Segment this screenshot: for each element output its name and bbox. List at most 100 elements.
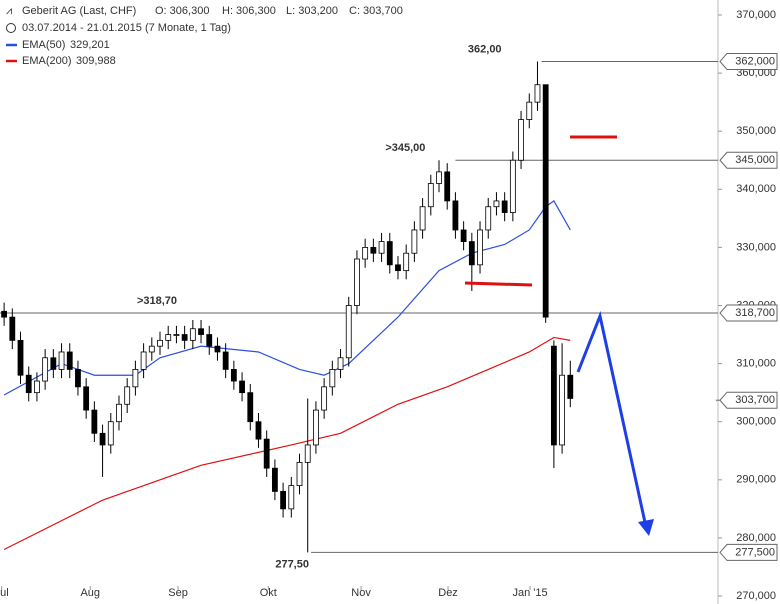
- candle-body: [239, 380, 245, 394]
- x-tick-label: Jan '15: [513, 587, 548, 599]
- candle-body: [247, 392, 254, 423]
- x-tick-label: Sep: [168, 587, 188, 599]
- candle-body: [25, 374, 32, 394]
- candle-body: [427, 183, 434, 208]
- candle-body: [181, 334, 188, 341]
- candle-body: [206, 334, 213, 347]
- candle-body: [42, 357, 49, 382]
- x-tick-label: Aug: [80, 587, 100, 599]
- level-box: [719, 52, 778, 70]
- candle-body: [230, 369, 237, 382]
- ema-line: [3, 200, 571, 396]
- level-label: 362,000: [735, 55, 775, 67]
- level-label: 318,700: [735, 307, 775, 319]
- candle-body: [559, 374, 565, 446]
- candle-body: [263, 438, 270, 469]
- candle-body: [337, 357, 344, 370]
- candle-body: [518, 119, 524, 161]
- level-note: >345,00: [385, 142, 425, 154]
- candle-body: [313, 409, 319, 446]
- candle-body: [148, 345, 155, 353]
- candle-body: [509, 159, 516, 213]
- ema-line: [3, 336, 571, 551]
- level-note: 277,50: [275, 558, 309, 570]
- legend-value: 329,201: [70, 39, 110, 51]
- candle-body: [50, 357, 57, 370]
- candle-body: [75, 369, 81, 388]
- candle-body: [132, 369, 139, 388]
- arrow-head: [638, 519, 654, 536]
- candle-body: [9, 316, 16, 341]
- candle-body: [140, 351, 147, 370]
- forecast-arrow: [576, 310, 648, 528]
- subtitle: 03.07.2014 - 21.01.2015 (7 Monate, 1 Tag…: [22, 22, 231, 34]
- candle-body: [271, 467, 278, 492]
- level-label: 345,000: [735, 154, 775, 166]
- candle-body: [116, 403, 122, 423]
- legend-name: EMA(50): [22, 39, 65, 51]
- candle-body: [1, 310, 8, 318]
- candle-body: [436, 171, 442, 184]
- candle-body: [526, 101, 533, 120]
- level-note: >318,70: [137, 295, 177, 307]
- candle-body: [280, 491, 286, 510]
- icon: ⩘: [6, 5, 12, 17]
- candle-body: [157, 339, 163, 347]
- y-tick-label: 310,000: [736, 358, 776, 370]
- candle-body: [362, 246, 369, 260]
- candle-body: [542, 84, 549, 318]
- candle-body: [534, 84, 541, 103]
- candle-body: [288, 485, 295, 510]
- candle-body: [329, 369, 336, 388]
- last-price-box: [719, 391, 778, 409]
- legend: EMA(50) 329,201 EMA(200) 309,988: [6, 39, 116, 67]
- quote-close: C: 303,700: [349, 5, 403, 17]
- candle-body: [66, 351, 73, 370]
- candle-body: [214, 345, 221, 353]
- candle-body: [485, 206, 492, 231]
- candle-body: [378, 241, 385, 254]
- y-tick-label: 330,000: [736, 241, 776, 253]
- candle-body: [99, 432, 106, 446]
- chart-title: Geberit AG (Last, CHF): [22, 5, 136, 17]
- candle-body: [304, 444, 311, 463]
- candle-body: [124, 386, 131, 405]
- quote-high: H: 306,300: [222, 5, 276, 17]
- candle-body: [58, 351, 65, 370]
- level-box: [719, 304, 778, 322]
- candle-body: [354, 258, 360, 306]
- candle-body: [345, 305, 352, 359]
- y-tick-label: 290,000: [736, 474, 776, 486]
- candle-body: [165, 334, 172, 341]
- candle-body: [567, 374, 574, 399]
- candle-body: [17, 339, 24, 376]
- candle-body: [370, 246, 377, 254]
- y-tick-label: 370,000: [736, 9, 776, 21]
- candle-body: [550, 345, 557, 446]
- candle-body: [296, 461, 303, 487]
- candle-body: [460, 229, 467, 242]
- clock-icon: [6, 23, 16, 33]
- y-tick-label: 270,000: [736, 590, 776, 602]
- candle-body: [255, 421, 262, 440]
- candle-body: [468, 241, 475, 266]
- candle-body: [411, 229, 418, 254]
- y-tick-label: 360,000: [736, 67, 776, 79]
- legend-value: 309,988: [76, 55, 116, 67]
- level-box: [719, 151, 778, 169]
- candle-body: [321, 386, 328, 411]
- x-tick-label: Jul: [0, 587, 9, 599]
- level-note: 362,00: [468, 43, 502, 55]
- candle-body: [222, 351, 229, 370]
- y-tick-label: 350,000: [736, 125, 776, 137]
- level-box: [719, 543, 778, 561]
- candle-body: [501, 200, 508, 213]
- candle-body: [403, 252, 410, 272]
- candle-body: [444, 171, 451, 202]
- annotation-line: [464, 281, 533, 287]
- candle-body: [386, 241, 393, 266]
- quote-open: O: 306,300: [155, 5, 209, 17]
